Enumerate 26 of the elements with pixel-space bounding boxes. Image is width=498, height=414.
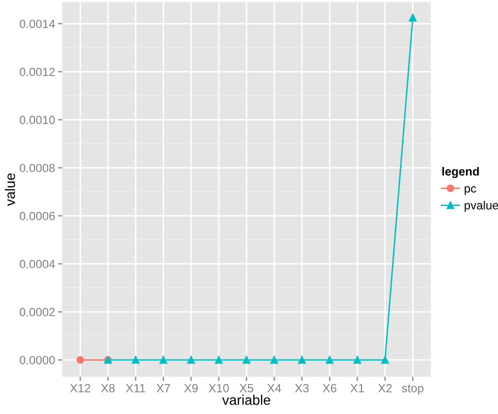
x-tick-label: X11 bbox=[126, 384, 146, 392]
y-tick-label: 0.0004 bbox=[20, 260, 55, 268]
y-tick-label: 0.0008 bbox=[20, 164, 55, 172]
x-axis-title: variable bbox=[222, 394, 270, 405]
x-tick-label: X8 bbox=[101, 384, 115, 392]
legend-label: pc bbox=[464, 186, 476, 195]
x-tick-label: X10 bbox=[208, 384, 229, 392]
y-tick-label: 0.0010 bbox=[20, 116, 55, 124]
x-tick-label: X6 bbox=[322, 384, 336, 392]
y-tick-label: 0.0002 bbox=[20, 308, 55, 316]
x-tick-label: X2 bbox=[378, 384, 392, 392]
y-axis-title: value bbox=[4, 173, 16, 206]
x-tick-label: X3 bbox=[294, 384, 309, 392]
x-tick-label: X5 bbox=[240, 384, 254, 392]
x-tick-label: X7 bbox=[156, 384, 170, 392]
legend-title: legend bbox=[442, 166, 479, 178]
y-tick-label: 0.0014 bbox=[20, 20, 55, 28]
x-tick-label: X12 bbox=[70, 384, 90, 392]
x-tick-label: X9 bbox=[184, 384, 198, 392]
x-tick-label: stop bbox=[402, 384, 424, 395]
y-tick-label: 0.0012 bbox=[20, 68, 55, 76]
y-tick-label: 0.0000 bbox=[20, 356, 55, 364]
x-tick-label: X1 bbox=[350, 384, 364, 392]
x-tick-label: X4 bbox=[267, 384, 282, 392]
y-tick-label: 0.0006 bbox=[20, 212, 55, 220]
legend-label: pvalue bbox=[464, 200, 498, 212]
